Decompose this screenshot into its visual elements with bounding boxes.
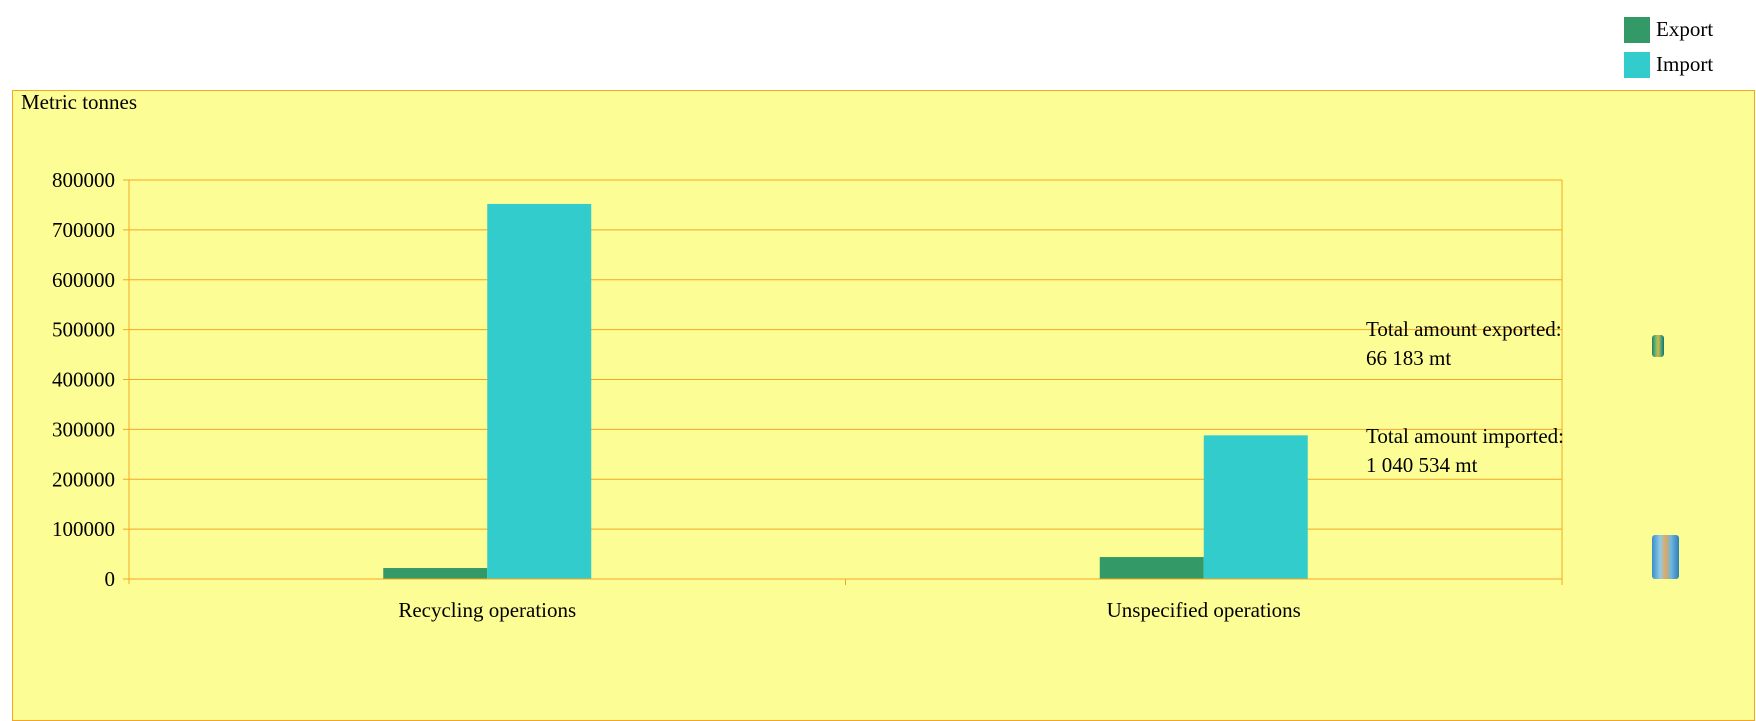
bar-export-unspecified-operations bbox=[1099, 557, 1204, 579]
x-category-label: Recycling operations bbox=[398, 598, 576, 622]
y-tick-label: 100000 bbox=[52, 517, 115, 541]
y-tick-label: 0 bbox=[105, 567, 116, 591]
totals-box: Total amount exported: 66 183 mt Total a… bbox=[1366, 315, 1686, 579]
y-axis-title: Metric tonnes bbox=[21, 91, 137, 114]
import-barrel-icon bbox=[1652, 535, 1679, 579]
legend-item-import: Import bbox=[1624, 47, 1713, 82]
chart-panel: Metric tonnes 0 100000 200000 300000 400000 50… bbox=[12, 90, 1755, 721]
y-tick-label: 500000 bbox=[52, 318, 115, 342]
y-tick-label: 200000 bbox=[52, 467, 115, 491]
bar-import-unspecified-operations bbox=[1203, 435, 1308, 579]
y-tick-label: 400000 bbox=[52, 368, 115, 392]
total-exported: Total amount exported: 66 183 mt bbox=[1366, 315, 1686, 422]
y-tick-label: 600000 bbox=[52, 268, 115, 292]
bar-export-recycling-operations bbox=[383, 568, 488, 579]
total-exported-label: Total amount exported: bbox=[1366, 317, 1562, 341]
bar-import-recycling-operations bbox=[487, 203, 592, 579]
y-tick-label: 300000 bbox=[52, 417, 115, 441]
chart-legend: Export Import bbox=[1624, 12, 1713, 82]
legend-swatch-import bbox=[1624, 51, 1650, 78]
legend-label-import: Import bbox=[1656, 52, 1714, 76]
y-tick-label: 700000 bbox=[52, 218, 115, 242]
total-exported-value: 66 183 mt bbox=[1366, 346, 1452, 370]
legend-item-export: Export bbox=[1624, 12, 1713, 47]
total-imported-label: Total amount imported: bbox=[1366, 424, 1564, 448]
y-tick-label: 800000 bbox=[52, 168, 115, 192]
bar-chart: Metric tonnes 0 100000 200000 300000 400000 50… bbox=[21, 91, 1563, 622]
x-category-label: Unspecified operations bbox=[1107, 598, 1301, 622]
total-imported-value: 1 040 534 mt bbox=[1366, 453, 1478, 477]
export-barrel-icon bbox=[1652, 335, 1664, 357]
legend-label-export: Export bbox=[1656, 17, 1714, 41]
total-imported: Total amount imported: 1 040 534 mt bbox=[1366, 422, 1686, 579]
legend-swatch-export bbox=[1624, 16, 1650, 43]
